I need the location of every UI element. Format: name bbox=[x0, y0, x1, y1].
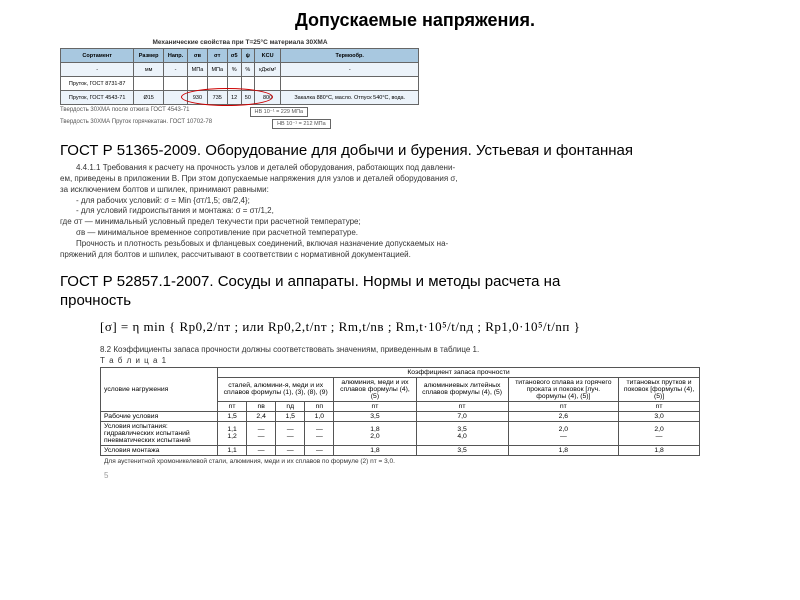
mech-props-table: Механические свойства при T=25°C материа… bbox=[60, 39, 420, 129]
grp-head: Коэффициент запаса прочности bbox=[218, 367, 700, 377]
t1h1: Размер bbox=[134, 49, 164, 63]
gost-52857a: ГОСТ Р 52857.1-2007. Сосуды и аппараты. … bbox=[60, 272, 770, 292]
hard1b: HB 10⁻¹ = 229 МПа bbox=[250, 107, 309, 117]
cond-head: условие нагружения bbox=[101, 367, 218, 411]
p441-2: ем, приведены в приложении В. При этом д… bbox=[60, 174, 770, 185]
p441-1: 4.4.1.1 Требования к расчету на прочност… bbox=[60, 163, 770, 174]
t1h5: σ5 bbox=[227, 49, 241, 63]
t1h8: Термообр. bbox=[281, 49, 419, 63]
p441-5: - для условий гидроиспытания и монтажа: … bbox=[60, 206, 770, 217]
tbl2cap: Т а б л и ц а 1 bbox=[100, 356, 770, 365]
p441-4: - для рабочих условий: σ = Min {σт/1,5; … bbox=[60, 196, 770, 207]
gost-51365: ГОСТ Р 51365-2009. Оборудование для добы… bbox=[60, 141, 770, 161]
hard2b: HB 10⁻¹ = 212 МПа bbox=[272, 119, 331, 129]
hard2: Твердость 30ХМА Пруток горячекатан. ГОСТ… bbox=[60, 119, 212, 129]
page-title: Допускаемые напряжения. bbox=[60, 10, 770, 31]
page-number: 5 bbox=[104, 471, 770, 480]
t1h3: σв bbox=[188, 49, 208, 63]
t1h7: KCU bbox=[255, 49, 281, 63]
cap82: 8.2 Коэффициенты запаса прочности должны… bbox=[100, 345, 770, 354]
p441-6: где σт — минимальный условный предел тек… bbox=[60, 217, 770, 228]
p441-3: за исключением болтов и шпилек, принимаю… bbox=[60, 185, 770, 196]
p441-8: Прочность и плотность резьбовых и фланце… bbox=[60, 239, 770, 250]
tbl2-footnote: Для аустенитной хромоникелевой стали, ал… bbox=[104, 458, 770, 465]
t1h2: Напр. bbox=[163, 49, 187, 63]
t1h0: Сортамент bbox=[61, 49, 134, 63]
p441-7: σв — минимальное временное сопротивление… bbox=[60, 228, 770, 239]
gost-52857b: прочность bbox=[60, 291, 770, 311]
p441-9: пряжений для болтов и шпилек, рассчитыва… bbox=[60, 250, 770, 261]
t1h6: ψ bbox=[241, 49, 254, 63]
hard1: Твердость 30ХМА после отжига ГОСТ 4543-7… bbox=[60, 107, 190, 117]
t1h4: σт bbox=[207, 49, 227, 63]
safety-factors-table: условие нагружения Коэффициент запаса пр… bbox=[100, 367, 700, 456]
sigma-formula: [σ] = η min { Rр0,2/nт ; или Rр0,2,t/nт … bbox=[60, 313, 770, 341]
table1-caption: Механические свойства при T=25°C материа… bbox=[60, 39, 420, 48]
